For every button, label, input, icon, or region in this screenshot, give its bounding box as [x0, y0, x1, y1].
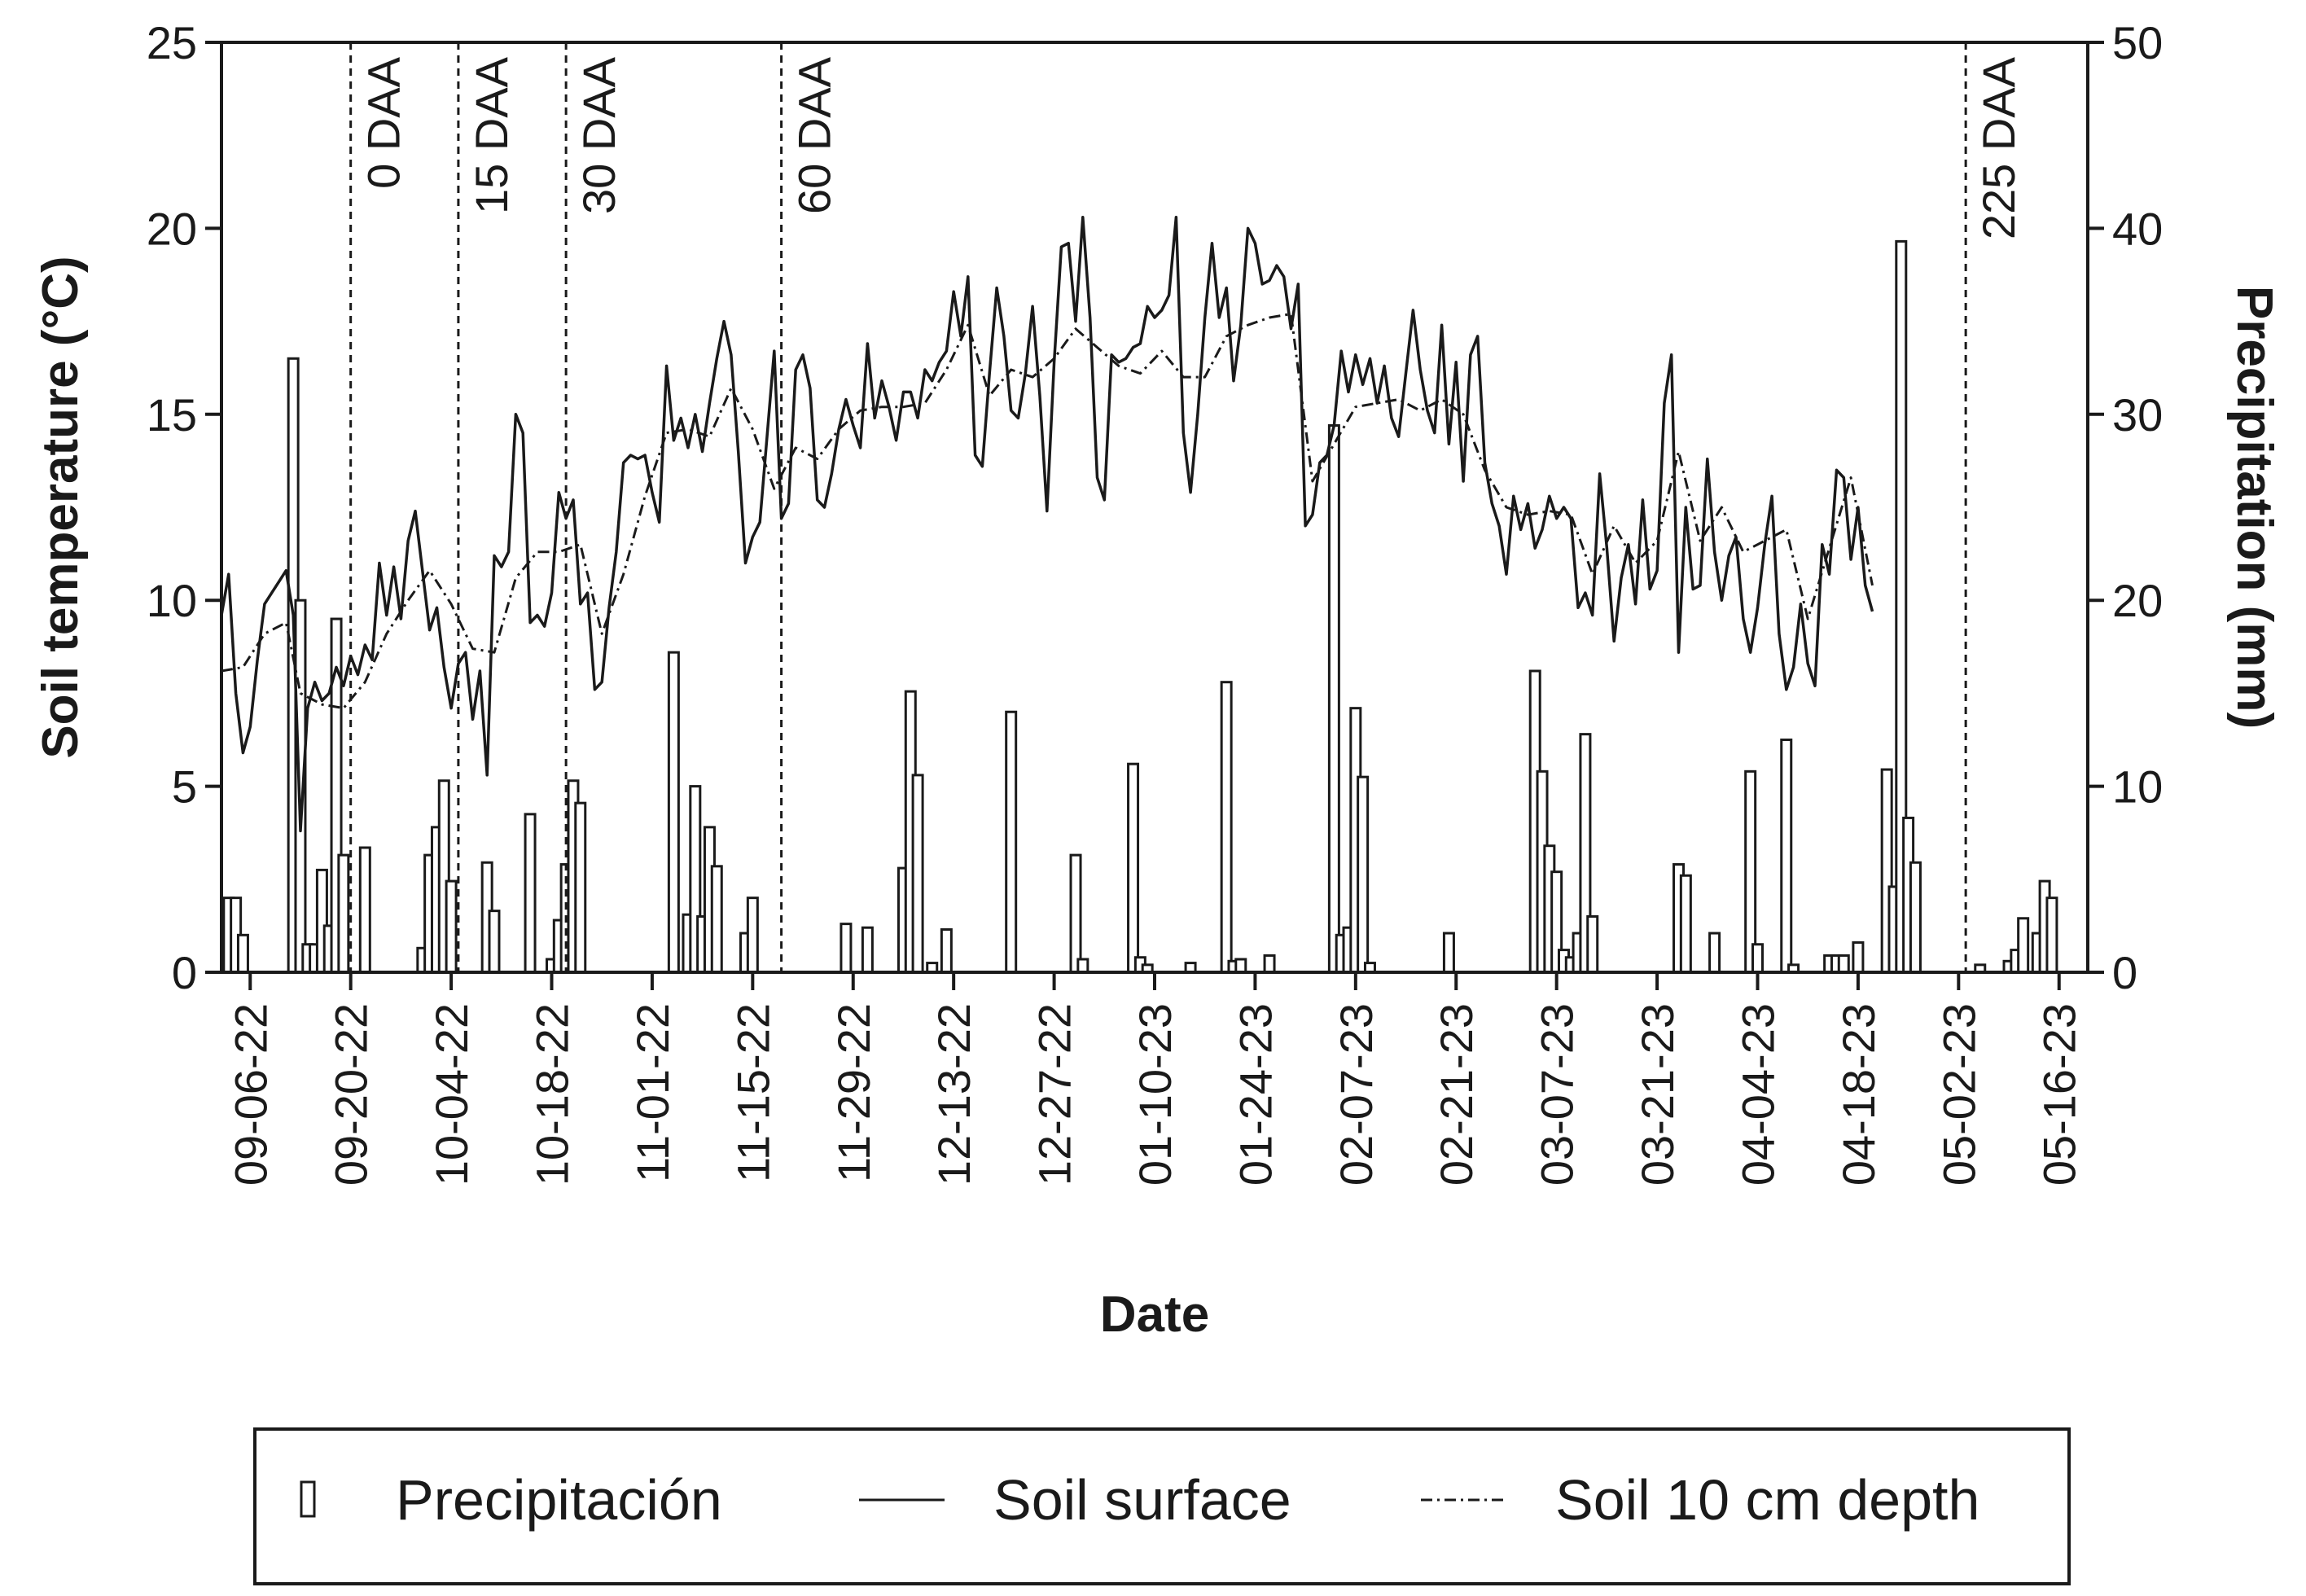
precipitation-bar	[1681, 875, 1690, 972]
precipitation-bar	[1236, 959, 1246, 972]
precipitation-bar	[446, 881, 456, 972]
precipitation-bar	[1071, 855, 1081, 972]
x-tick-label: 11-01-22	[627, 1003, 678, 1182]
x-tick-label: 10-04-22	[426, 1003, 477, 1186]
x-tick-label: 02-07-23	[1331, 1003, 1382, 1186]
x-tick-label: 09-20-22	[326, 1003, 377, 1186]
y-axis-title-left: Soil temperature (°C)	[33, 256, 89, 758]
precipitation-bar	[1853, 942, 1863, 972]
x-tick-label: 03-21-23	[1632, 1003, 1683, 1186]
precipitation-bar	[1078, 959, 1088, 972]
precipitation-bar	[339, 855, 349, 972]
precipitation-bars	[224, 241, 2057, 972]
x-tick-label: 11-29-22	[828, 1003, 879, 1182]
x-tick-label: 04-18-23	[1833, 1003, 1884, 1186]
y-right-tick-label: 10	[2112, 761, 2163, 813]
legend: Precipitación Soil surface Soil 10 cm de…	[255, 1429, 2069, 1584]
precipitation-bar	[360, 848, 370, 972]
precipitation-bar	[1782, 740, 1791, 973]
x-tick-label: 10-18-22	[527, 1003, 578, 1186]
x-tick-label: 01-10-23	[1129, 1003, 1181, 1186]
event-label: 0 DAA	[358, 56, 410, 188]
x-tick-label: 05-02-23	[1933, 1003, 1984, 1186]
temperature-lines	[221, 217, 1873, 831]
y-right-tick-label: 20	[2112, 575, 2163, 626]
precipitation-bar	[489, 911, 499, 972]
precipitation-bar	[576, 803, 585, 972]
precipitation-bar	[1358, 777, 1368, 972]
precipitation-bar	[669, 652, 678, 972]
x-tick-label: 09-06-22	[225, 1003, 276, 1186]
precipitation-bar	[2019, 919, 2028, 972]
legend-label-soil-10cm: Soil 10 cm depth	[1555, 1468, 1979, 1532]
precipitation-bar	[1752, 945, 1762, 972]
y-left-tick-label: 25	[147, 17, 197, 68]
legend-bar-swatch	[301, 1482, 314, 1516]
precipitation-bar	[1710, 933, 1720, 972]
x-tick-label: 01-24-23	[1230, 1003, 1281, 1186]
precipitation-bar	[712, 866, 721, 972]
y-left-tick-label: 5	[172, 761, 197, 813]
precipitation-bar	[1910, 862, 1920, 972]
precipitation-bar	[2047, 898, 2057, 972]
y-left-tick-label: 15	[147, 389, 197, 441]
x-tick-label: 12-27-22	[1029, 1003, 1081, 1186]
x-tick-label: 05-16-23	[2034, 1003, 2085, 1186]
x-tick-label: 03-07-23	[1532, 1003, 1583, 1186]
event-label: 225 DAA	[1973, 56, 2024, 239]
precipitation-bar	[841, 924, 851, 972]
precipitation-bar	[1588, 916, 1598, 972]
soil-surface-line	[221, 217, 1873, 831]
precipitation-bar	[747, 898, 757, 972]
y-right-tick-label: 30	[2112, 389, 2163, 441]
precipitation-bar	[1129, 764, 1138, 972]
precipitation-bar	[1006, 712, 1016, 972]
y-axis-title-right: Precipitation (mm)	[2226, 286, 2282, 729]
precipitation-bar	[913, 775, 923, 972]
precipitation-bar	[941, 929, 951, 972]
legend-label-soil-surface: Soil surface	[993, 1468, 1291, 1532]
precipitation-bar	[1746, 771, 1756, 972]
precipitation-bar	[238, 935, 248, 972]
chart: 0 DAA 15 DAA 30 DAA 60 DAA 225 DAA 0 5 10 15 20 2…	[0, 0, 2306, 1596]
x-tick-label: 02-21-23	[1431, 1003, 1482, 1186]
y-right-tick-label: 40	[2112, 203, 2163, 254]
event-label: 30 DAA	[573, 56, 625, 214]
event-label: 60 DAA	[789, 56, 840, 214]
precipitation-bar	[862, 927, 872, 972]
y-left-tick-label: 20	[147, 203, 197, 254]
precipitation-bar	[1839, 955, 1848, 972]
precipitation-bar	[525, 814, 535, 972]
x-tick-label: 04-04-23	[1732, 1003, 1783, 1186]
x-axis-title: Date	[1100, 1287, 1209, 1343]
x-tick-label: 12-13-22	[928, 1003, 980, 1186]
precipitation-bar	[1329, 426, 1339, 972]
event-label: 15 DAA	[466, 56, 517, 214]
y-right-tick-label: 0	[2112, 947, 2137, 998]
precipitation-bar	[1221, 682, 1231, 972]
y-right-tick-label: 50	[2112, 17, 2163, 68]
x-tick-label: 11-15-22	[727, 1003, 778, 1182]
y-left-tick-label: 10	[147, 575, 197, 626]
legend-label-precipitation: Precipitación	[396, 1468, 722, 1532]
y-left-tick-label: 0	[172, 947, 197, 998]
precipitation-bar	[1444, 933, 1453, 972]
precipitation-bar	[1265, 955, 1274, 972]
